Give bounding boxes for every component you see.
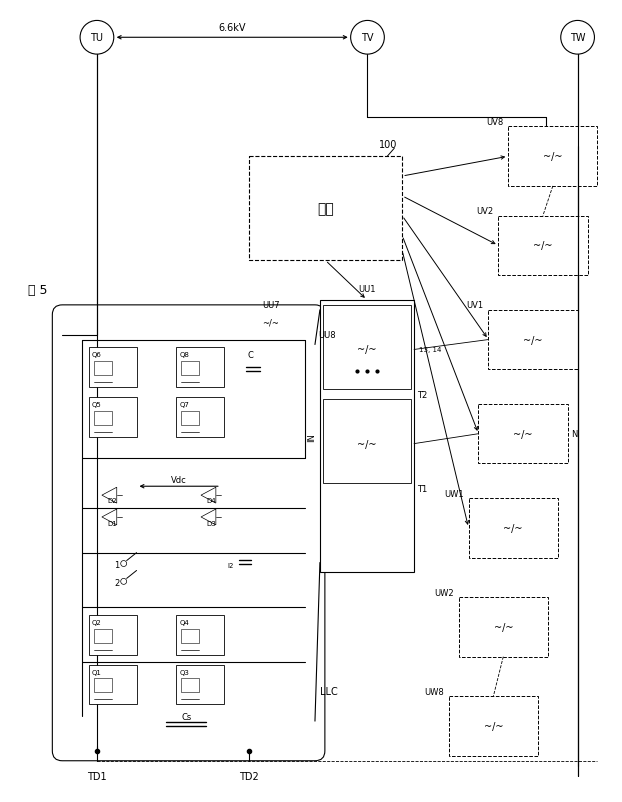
Circle shape [561, 22, 595, 55]
Text: TD2: TD2 [239, 771, 258, 780]
Bar [249, 157, 402, 261]
Text: UU8: UU8 [318, 330, 335, 340]
Bar [458, 597, 548, 657]
Bar [89, 665, 137, 704]
Text: 2: 2 [114, 578, 119, 587]
Text: Q8: Q8 [179, 352, 189, 358]
Text: Q1: Q1 [92, 669, 102, 674]
Text: Cs: Cs [181, 711, 191, 721]
Text: TU: TU [90, 33, 103, 43]
Text: 1: 1 [114, 561, 119, 569]
Bar [94, 678, 112, 692]
Text: IN: IN [307, 432, 317, 441]
Text: T2: T2 [417, 390, 427, 399]
Text: N: N [570, 430, 577, 439]
Text: ~/~: ~/~ [357, 439, 377, 449]
Text: D4: D4 [206, 497, 216, 504]
Text: Q7: Q7 [179, 402, 189, 407]
Text: TD1: TD1 [87, 771, 107, 780]
Text: 6.6kV: 6.6kV [218, 23, 246, 34]
Bar [498, 217, 588, 276]
Bar [89, 348, 137, 387]
Bar [448, 696, 538, 755]
Text: ~/~: ~/~ [503, 523, 523, 533]
Bar [176, 398, 224, 437]
Bar [181, 629, 199, 643]
Bar [94, 411, 112, 425]
Text: 図 5: 図 5 [27, 284, 47, 297]
Text: UV8: UV8 [486, 118, 503, 127]
Text: ~/~: ~/~ [484, 721, 503, 731]
Text: UW8: UW8 [424, 687, 444, 696]
Circle shape [351, 22, 384, 55]
Bar [468, 499, 558, 558]
Bar [181, 362, 199, 376]
Text: D2: D2 [107, 497, 116, 504]
Text: ~/~: ~/~ [513, 429, 533, 439]
Text: Q6: Q6 [92, 352, 102, 358]
Text: ~/~: ~/~ [262, 318, 279, 327]
Text: 13, 14: 13, 14 [419, 347, 442, 353]
Bar [488, 310, 578, 370]
Text: D1: D1 [107, 520, 117, 526]
Text: TW: TW [570, 33, 585, 43]
Text: UW1: UW1 [444, 489, 463, 498]
Bar [176, 348, 224, 387]
Text: ~/~: ~/~ [543, 152, 562, 162]
Bar [89, 398, 137, 437]
Bar [94, 362, 112, 376]
Text: ~/~: ~/~ [523, 335, 543, 345]
Text: UU7: UU7 [262, 301, 280, 310]
Bar [89, 615, 137, 655]
Text: LLC: LLC [320, 687, 338, 696]
Text: Q5: Q5 [92, 402, 102, 407]
Text: TV: TV [361, 33, 374, 43]
Text: UV1: UV1 [466, 301, 483, 310]
Bar [94, 629, 112, 643]
Text: UU1: UU1 [358, 284, 376, 294]
Text: Q4: Q4 [179, 619, 189, 626]
Text: ~/~: ~/~ [357, 345, 377, 355]
Text: l2: l2 [228, 562, 234, 568]
Text: ~/~: ~/~ [493, 622, 513, 632]
Bar [176, 665, 224, 704]
Text: Vdc: Vdc [171, 476, 187, 484]
Text: C: C [248, 350, 254, 359]
Bar [176, 615, 224, 655]
Text: Q3: Q3 [179, 669, 189, 674]
Circle shape [80, 22, 114, 55]
FancyBboxPatch shape [52, 306, 325, 761]
Bar [508, 128, 597, 187]
Bar [181, 411, 199, 425]
Text: UV2: UV2 [476, 207, 493, 216]
Text: 100: 100 [379, 140, 397, 150]
Bar [181, 678, 199, 692]
Text: D3: D3 [206, 520, 216, 526]
Text: UW2: UW2 [434, 588, 453, 597]
Text: 制御: 制御 [317, 202, 334, 216]
Bar [320, 301, 414, 573]
Text: Q2: Q2 [92, 619, 102, 626]
Text: T1: T1 [417, 484, 427, 493]
Bar [323, 399, 411, 484]
Text: ~/~: ~/~ [533, 241, 553, 251]
Bar [478, 404, 568, 464]
Bar [323, 306, 411, 390]
